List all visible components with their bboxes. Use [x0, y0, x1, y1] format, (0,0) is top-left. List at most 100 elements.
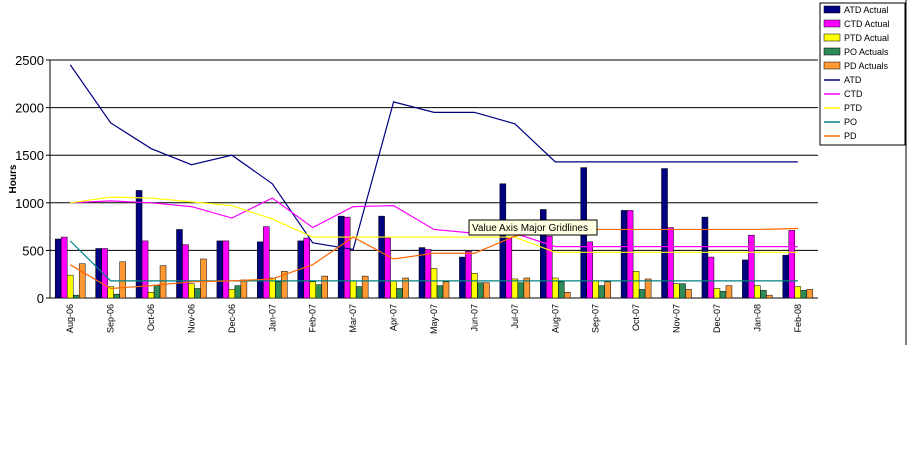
bar: [72, 294, 80, 299]
bar: [257, 241, 264, 299]
x-tick-label: Dec-07: [712, 304, 722, 333]
line: [69, 240, 798, 282]
bar: [54, 238, 62, 299]
bar: [60, 236, 68, 299]
bar: [483, 282, 490, 299]
bar: [216, 240, 224, 299]
x-tick-label: Feb-07: [308, 304, 318, 333]
y-tick-label: 2500: [15, 53, 44, 68]
bar: [719, 291, 727, 299]
x-tick-label: Jun-07: [469, 304, 479, 332]
bar: [113, 293, 120, 299]
bar: [766, 294, 773, 299]
legend-swatch: [823, 47, 841, 56]
bar: [667, 227, 674, 299]
legend-swatch: [823, 33, 841, 42]
x-tick-label: Oct-06: [146, 304, 156, 331]
legend-label: ATD: [844, 75, 862, 85]
bar: [78, 263, 86, 299]
legend-label: CTD Actual: [844, 19, 890, 29]
bar: [141, 240, 149, 299]
bar: [632, 271, 640, 299]
x-tick-label: May-07: [429, 304, 439, 334]
x-tick-label: Nov-06: [186, 304, 196, 333]
legend-label: PTD Actual: [844, 33, 889, 43]
bar: [281, 271, 288, 299]
bar: [713, 288, 721, 299]
bar: [176, 229, 183, 299]
bar: [517, 282, 525, 299]
bar: [147, 292, 155, 299]
bar: [788, 230, 796, 299]
x-tick-label: Sep-06: [106, 304, 116, 333]
bar: [355, 286, 363, 299]
bar: [465, 251, 472, 299]
tooltip: Value Axis Major Gridlines: [468, 219, 598, 236]
bar: [188, 283, 195, 299]
legend-label: PTD: [844, 103, 863, 113]
bar: [725, 285, 733, 299]
bar: [153, 285, 161, 299]
x-tick-label: Jul-07: [510, 304, 520, 329]
bar: [748, 234, 755, 299]
legend-swatch: [823, 5, 841, 14]
bar: [564, 292, 571, 299]
bar: [707, 256, 715, 299]
x-tick-label: Sep-07: [591, 304, 601, 333]
bar: [349, 280, 357, 299]
bar: [396, 288, 403, 299]
bar: [343, 216, 351, 299]
x-tick-label: Apr-07: [389, 304, 399, 331]
bar: [402, 277, 409, 299]
line: [69, 64, 798, 251]
x-tick-label: Aug-07: [550, 304, 560, 333]
bar: [685, 289, 692, 299]
bar: [194, 288, 201, 299]
bar: [760, 290, 767, 299]
tooltip-text: Value Axis Major Gridlines: [472, 223, 588, 234]
bar: [436, 285, 444, 299]
legend-label: PO: [844, 117, 857, 127]
bar: [228, 289, 236, 299]
bar: [321, 275, 328, 299]
bar: [101, 248, 108, 299]
bar: [182, 244, 189, 299]
y-tick-label: 1500: [15, 148, 44, 163]
y-tick-label: 0: [37, 291, 44, 306]
legend-swatch: [823, 19, 841, 28]
bar: [661, 168, 668, 299]
bar: [806, 289, 814, 299]
bar: [679, 283, 686, 299]
x-tick-label: Jan-08: [752, 304, 762, 332]
bar: [505, 237, 513, 299]
bar: [586, 241, 593, 299]
bar: [234, 285, 242, 299]
bar: [523, 277, 531, 299]
bar: [626, 210, 634, 299]
bar: [742, 259, 749, 299]
bar: [546, 235, 553, 299]
bar: [794, 286, 802, 299]
bar: [471, 272, 478, 299]
bar: [800, 290, 808, 299]
bar: [598, 285, 605, 299]
bar: [459, 256, 466, 299]
bar: [95, 248, 102, 299]
x-tick-label: Feb-08: [793, 304, 803, 333]
bar: [378, 215, 385, 299]
bar: [390, 280, 397, 299]
x-tick-label: Aug-06: [65, 304, 75, 333]
bar: [604, 281, 611, 299]
bar: [159, 265, 167, 299]
bar: [477, 282, 484, 299]
legend-label: CTD: [844, 89, 863, 99]
bar: [263, 226, 270, 299]
bar: [430, 268, 438, 299]
x-tick-label: Oct-07: [631, 304, 641, 331]
x-tick-label: Jan-07: [267, 304, 277, 332]
bar: [275, 281, 282, 299]
bar: [638, 289, 646, 299]
legend-label: PD: [844, 131, 857, 141]
